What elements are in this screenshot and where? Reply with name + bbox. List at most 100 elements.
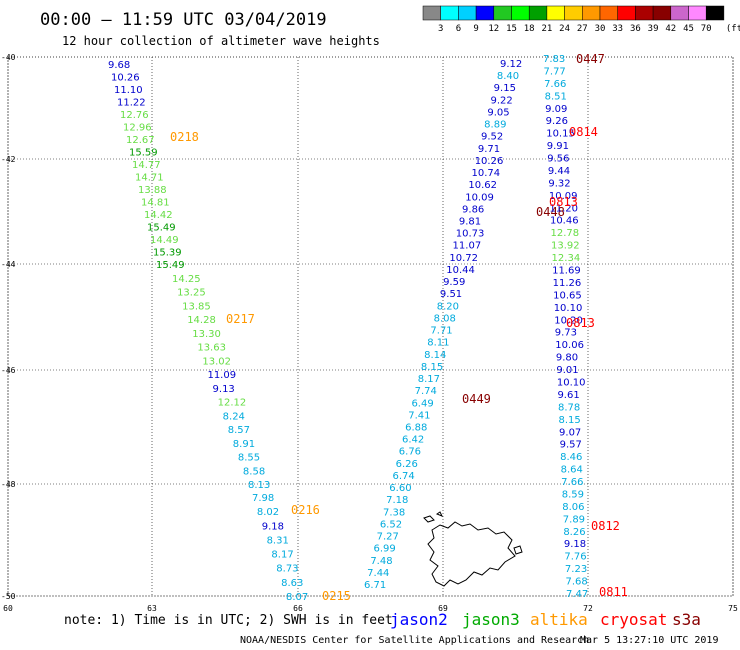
colorbar-swatch [493,5,512,21]
wave-height-obs: 10.26 [475,156,504,167]
wave-height-obs: 9.57 [560,440,582,451]
colorbar-label: 70 [701,24,712,34]
colorbar-unit: (ft) [726,24,740,34]
wave-height-obs: 10.62 [468,180,497,191]
lat-label: -40 [1,53,16,62]
wave-height-obs: 10.26 [111,73,140,84]
wave-height-obs: 7.83 [543,54,565,65]
wave-height-obs: 8.59 [562,489,584,500]
wave-height-obs: 8.51 [545,91,567,102]
lon-label: 63 [147,604,157,613]
wave-height-obs: 9.05 [487,107,509,118]
wave-height-obs: 10.10 [554,303,583,314]
wave-height-obs: 7.23 [565,564,587,575]
wave-height-obs: 15.49 [156,260,185,271]
wave-height-obs: 12.67 [126,135,155,146]
wave-height-obs: 9.86 [462,204,484,215]
wave-height-obs: 8.64 [561,465,583,476]
island-main [427,521,516,587]
pass-label: 0811 [599,585,628,599]
pass-label: 0813 [566,316,595,330]
wave-height-obs: 8.15 [559,415,581,426]
colorbar-label: 15 [506,24,517,34]
pass-label: 0218 [170,130,199,144]
wave-height-obs: 7.44 [367,568,389,579]
satellite-legend: jason2 jason3 altika cryosat s3a [390,610,701,629]
pass-label: 0812 [591,519,620,533]
colorbar-swatch [564,5,583,21]
wave-height-obs: 8.78 [558,402,580,413]
wave-height-obs: 8.17 [418,374,440,385]
wave-height-obs: 8.46 [560,452,582,463]
wave-height-obs: 8.08 [434,313,456,324]
colorbar-swatch [635,5,654,21]
wave-height-obs: 6.60 [389,483,411,494]
wave-height-obs: 8.55 [238,453,260,464]
wave-height-obs: 9.71 [478,144,500,155]
wave-height-obs: 7.68 [565,577,587,588]
wave-height-obs: 9.26 [546,116,568,127]
wave-height-obs: 9.52 [481,132,503,143]
wave-height-obs: 7.74 [415,386,437,397]
wave-height-obs: 11.07 [453,241,482,252]
wave-height-obs: 6.42 [402,435,424,446]
wave-height-obs: 8.15 [421,362,443,373]
satellite-legend-item: jason3 [462,610,520,629]
wave-height-obs: 11.69 [552,266,581,277]
wave-height-obs: 8.58 [243,466,265,477]
kerguelen-islands [423,511,523,587]
colorbar-swatch [528,5,548,21]
wave-height-obs: 6.76 [399,447,421,458]
wave-height-obs: 10.73 [456,229,485,240]
wave-height-obs: 8.73 [276,564,298,575]
wave-height-obs: 8.40 [497,71,519,82]
lon-label: 72 [583,604,593,613]
wave-height-obs: 9.59 [443,277,465,288]
wave-height-obs: 12.12 [218,398,247,409]
wave-height-obs: 8.07 [286,592,308,603]
wave-height-obs: 13.63 [197,343,226,354]
map-title: 00:00 – 11:59 UTC 03/04/2019 [40,10,327,30]
wave-height-obs: 9.51 [440,289,462,300]
island-east [513,545,523,555]
satellite-legend-item: s3a [672,610,701,629]
wave-height-obs: 10.15 [546,129,575,140]
wave-height-obs: 9.09 [545,104,567,115]
lat-label: -48 [1,480,16,489]
wave-height-obs: 8.26 [563,527,585,538]
lat-label: -42 [1,155,16,164]
wave-height-obs: 6.26 [396,459,418,470]
wave-height-obs: 13.30 [192,329,221,340]
wave-height-obs: 9.07 [559,427,581,438]
pass-label: 0217 [226,312,255,326]
wave-height-obs: 8.13 [248,480,270,491]
wave-height-obs: 9.44 [548,166,570,177]
wave-height-obs: 7.76 [564,552,586,563]
colorbar-label: 45 [683,24,694,34]
wave-height-obs: 10.44 [446,265,475,276]
wave-height-obs: 9.12 [500,59,522,70]
colorbar-label: 42 [665,24,676,34]
wave-height-obs: 14.49 [150,235,179,246]
colorbar-label: 30 [595,24,606,34]
colorbar-swatch [652,5,672,21]
wave-height-obs: 6.49 [411,398,433,409]
colorbar-swatch [705,5,725,21]
wave-height-obs: 10.46 [550,216,579,227]
wave-height-obs: 8.91 [233,439,255,450]
lat-label: -50 [1,592,16,601]
wave-height-obs: 14.71 [135,173,164,184]
wave-height-obs: 9.22 [491,95,513,106]
satellite-legend-item: jason2 [390,610,448,629]
wave-height-obs: 9.61 [557,390,579,401]
wave-height-obs: 10.09 [549,191,578,202]
wave-height-obs: 7.41 [408,410,430,421]
wave-height-obs: 8.17 [271,550,293,561]
satellite-tracks: 9.6810.2611.1011.2212.7612.9612.6715.591… [108,52,628,603]
wave-height-obs: 7.48 [370,556,392,567]
wave-height-obs: 10.09 [465,192,494,203]
wave-height-obs: 12.78 [550,228,579,239]
wave-height-obs: 9.81 [459,217,481,228]
